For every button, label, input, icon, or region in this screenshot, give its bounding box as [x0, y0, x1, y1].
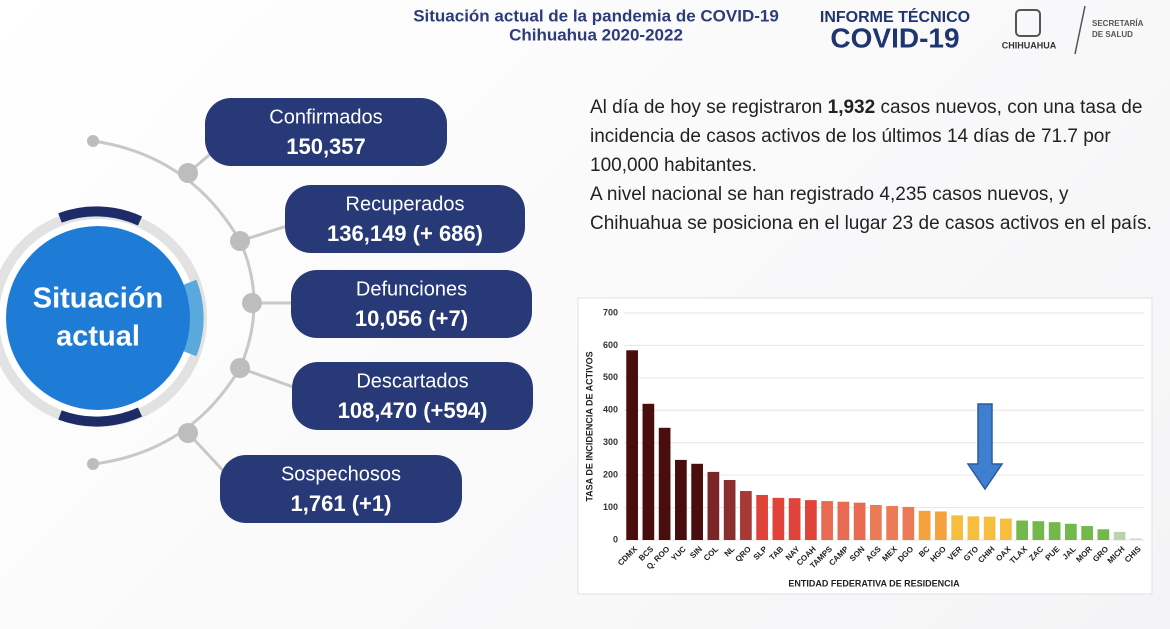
summary-paragraph: A nivel nacional se han registrado 4,235… [590, 180, 1155, 238]
stat-label: Sospechosos [281, 463, 401, 485]
bar [983, 516, 996, 540]
stat-value: 1,761 (+1) [291, 491, 392, 516]
bar [837, 501, 850, 540]
bar [756, 494, 768, 540]
subtitle: Chihuahua 2020-2022 [509, 25, 683, 44]
y-tick-label: 300 [603, 437, 618, 447]
stat-label: Recuperados [346, 193, 465, 215]
bar [1000, 518, 1012, 540]
bar [740, 491, 752, 540]
stat-pill [285, 185, 525, 253]
ring-arc-right [179, 279, 204, 357]
bar [723, 480, 736, 540]
agency-bottom: DE SALUD [1092, 30, 1133, 39]
bar [691, 463, 703, 540]
y-tick-label: 500 [603, 372, 618, 382]
bar [853, 502, 866, 540]
chart-frame [577, 297, 1153, 595]
y-tick-label: 0 [613, 534, 618, 544]
bar [1032, 521, 1045, 540]
logo-shield [1015, 9, 1041, 37]
bar [951, 515, 963, 540]
bar [886, 505, 898, 540]
bar [821, 501, 833, 540]
brand-main: COVID-19 [830, 22, 959, 53]
bar [658, 427, 671, 540]
bar [1081, 526, 1093, 540]
bar [1113, 531, 1126, 540]
agency-top: SECRETARÍA [1092, 19, 1144, 28]
bar [870, 504, 882, 540]
bar [675, 459, 687, 540]
y-tick-label: 400 [603, 405, 618, 415]
text: A nivel nacional se han registrado 4,235… [590, 184, 1152, 234]
bar [626, 350, 638, 540]
bar [642, 403, 655, 540]
y-tick-label: 700 [603, 307, 618, 317]
bar [935, 511, 947, 540]
highlight: 1,932 [827, 97, 876, 118]
bar [707, 471, 720, 540]
bar [1016, 520, 1028, 540]
bar [772, 497, 785, 540]
y-axis-title: TASA DE INCIDENCIA DE ACTIVOS [584, 351, 594, 501]
stat-label: Descartados [356, 370, 468, 392]
bar [788, 498, 801, 540]
stat-label: Confirmados [269, 106, 382, 128]
bar [1048, 522, 1061, 540]
bar [1097, 529, 1110, 540]
arrow-annotation [966, 403, 1004, 491]
dots [87, 135, 262, 470]
y-tick-label: 600 [603, 340, 618, 350]
bar [918, 510, 931, 540]
bar [1065, 523, 1077, 540]
bar [902, 506, 915, 540]
brand-top: INFORME TÉCNICO [820, 7, 970, 26]
bar [805, 500, 817, 540]
stat-pill [291, 270, 532, 338]
title: Situación actual de la pandemia de COVID… [413, 6, 779, 25]
x-axis-title: ENTIDAD FEDERATIVA DE RESIDENCIA [788, 578, 960, 588]
text: casos nuevos, con una tasa de incidencia… [590, 97, 1143, 176]
bar [1130, 538, 1142, 540]
logo-text: CHIHUAHUA [1002, 40, 1057, 50]
ring-arc-top [58, 206, 143, 226]
stat-pill [220, 455, 462, 523]
stat-pill [205, 98, 447, 166]
center-circle [6, 226, 190, 410]
stat-value: 10,056 (+7) [355, 306, 468, 331]
stat-value: 136,149 (+ 686) [327, 221, 483, 246]
y-tick-label: 100 [603, 502, 618, 512]
center-label: actual [56, 321, 140, 353]
summary-paragraph: Al día de hoy se registraron 1,932 casos… [590, 93, 1155, 180]
stat-value: 150,357 [286, 134, 366, 159]
ring-arc-bottom [58, 407, 143, 427]
stat-label: Defunciones [356, 278, 467, 300]
stat-value: 108,470 (+594) [338, 398, 488, 423]
stat-pill [292, 362, 533, 430]
y-tick-label: 200 [603, 470, 618, 480]
divider [1074, 5, 1086, 55]
center-label: Situación [33, 283, 164, 315]
text: Al día de hoy se registraron [590, 97, 828, 118]
bar [967, 516, 980, 540]
